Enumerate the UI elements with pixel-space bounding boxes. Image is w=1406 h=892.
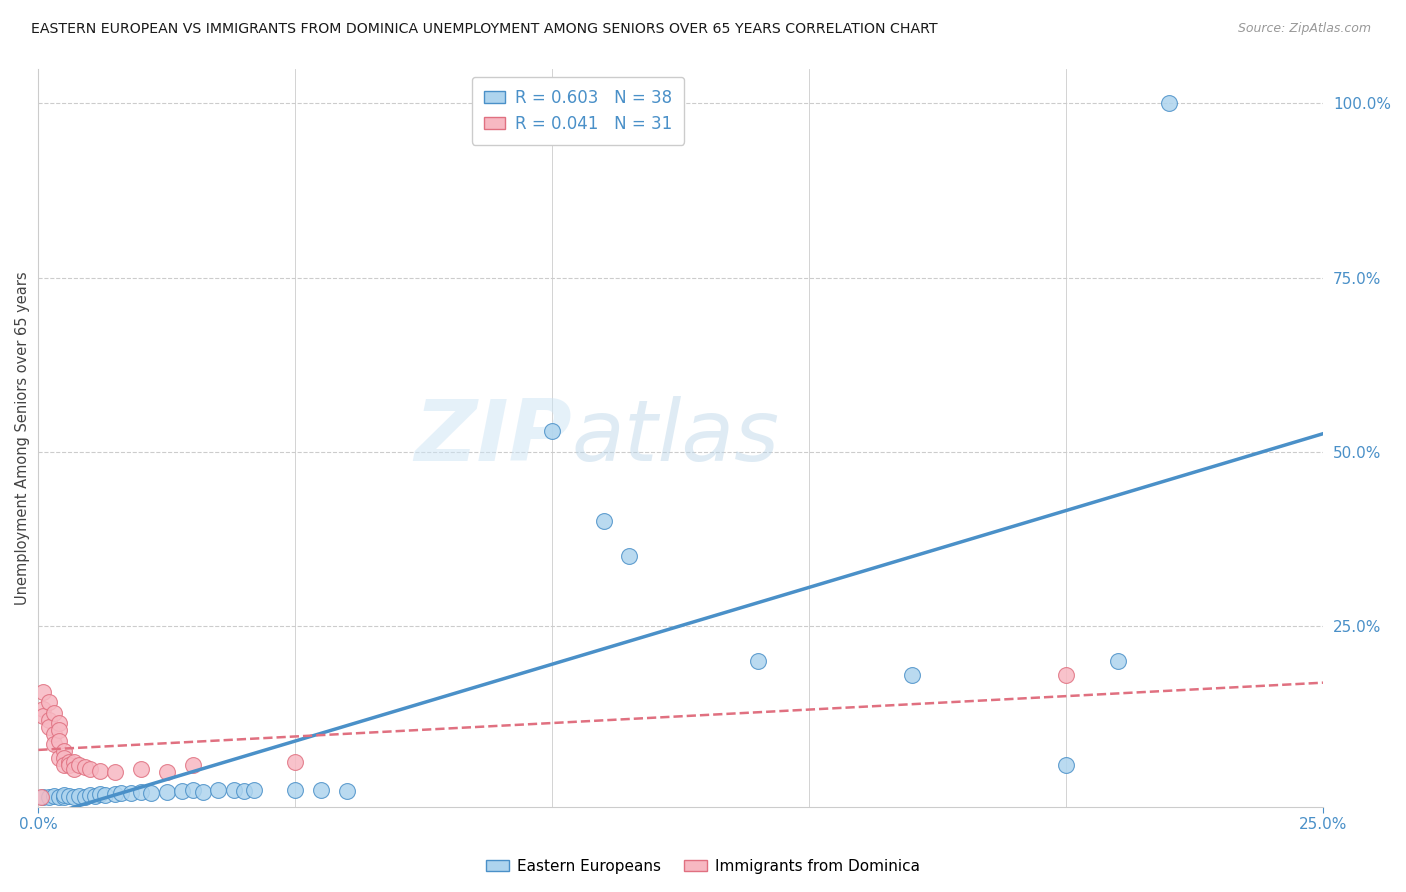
Point xyxy=(48,789,70,804)
Point xyxy=(104,788,127,802)
Point xyxy=(32,702,55,716)
Point xyxy=(747,654,769,668)
Point xyxy=(181,758,204,772)
Point xyxy=(42,789,65,803)
Point xyxy=(48,716,70,731)
Point xyxy=(129,762,152,776)
Point xyxy=(32,685,55,699)
Point xyxy=(181,783,204,797)
Point xyxy=(73,789,96,804)
Point xyxy=(53,758,76,772)
Legend: R = 0.603   N = 38, R = 0.041   N = 31: R = 0.603 N = 38, R = 0.041 N = 31 xyxy=(472,77,685,145)
Point xyxy=(63,789,86,804)
Point xyxy=(120,786,142,800)
Point xyxy=(1157,96,1180,111)
Point xyxy=(38,696,60,710)
Point xyxy=(1054,667,1077,681)
Point xyxy=(79,788,101,802)
Point xyxy=(94,788,117,802)
Point xyxy=(222,783,245,797)
Point xyxy=(336,784,359,798)
Point xyxy=(1054,758,1077,772)
Point xyxy=(1107,654,1129,668)
Point xyxy=(63,762,86,776)
Point xyxy=(207,783,229,797)
Point xyxy=(48,723,70,738)
Point xyxy=(42,737,65,751)
Point xyxy=(53,744,76,758)
Point xyxy=(901,667,924,681)
Point xyxy=(38,720,60,734)
Point xyxy=(63,755,86,769)
Point xyxy=(156,765,179,780)
Point xyxy=(141,786,163,800)
Point xyxy=(42,727,65,741)
Point xyxy=(110,786,132,800)
Point xyxy=(104,765,127,780)
Point xyxy=(592,514,614,528)
Point xyxy=(48,751,70,765)
Y-axis label: Unemployment Among Seniors over 65 years: Unemployment Among Seniors over 65 years xyxy=(15,271,30,605)
Point xyxy=(53,751,76,765)
Point xyxy=(53,790,76,805)
Point xyxy=(83,789,105,803)
Point xyxy=(53,788,76,802)
Text: atlas: atlas xyxy=(572,396,779,479)
Point xyxy=(58,758,80,772)
Point xyxy=(69,789,91,803)
Point xyxy=(30,789,52,804)
Point xyxy=(73,759,96,773)
Point xyxy=(172,784,194,798)
Point xyxy=(284,783,307,797)
Point xyxy=(32,709,55,723)
Point xyxy=(89,764,111,778)
Point xyxy=(79,762,101,776)
Point xyxy=(243,782,266,797)
Point xyxy=(129,785,152,799)
Point xyxy=(191,785,214,799)
Point xyxy=(541,424,564,438)
Point xyxy=(58,755,80,769)
Point xyxy=(284,755,307,769)
Point xyxy=(42,706,65,720)
Point xyxy=(619,549,641,564)
Point xyxy=(89,788,111,802)
Point xyxy=(156,785,179,799)
Text: Source: ZipAtlas.com: Source: ZipAtlas.com xyxy=(1237,22,1371,36)
Point xyxy=(69,758,91,772)
Text: EASTERN EUROPEAN VS IMMIGRANTS FROM DOMINICA UNEMPLOYMENT AMONG SENIORS OVER 65 : EASTERN EUROPEAN VS IMMIGRANTS FROM DOMI… xyxy=(31,22,938,37)
Point xyxy=(32,789,55,804)
Legend: Eastern Europeans, Immigrants from Dominica: Eastern Europeans, Immigrants from Domin… xyxy=(481,853,925,880)
Point xyxy=(232,784,254,798)
Point xyxy=(58,789,80,803)
Point xyxy=(309,782,332,797)
Text: ZIP: ZIP xyxy=(413,396,572,479)
Point xyxy=(48,733,70,747)
Point xyxy=(38,790,60,805)
Point xyxy=(38,713,60,727)
